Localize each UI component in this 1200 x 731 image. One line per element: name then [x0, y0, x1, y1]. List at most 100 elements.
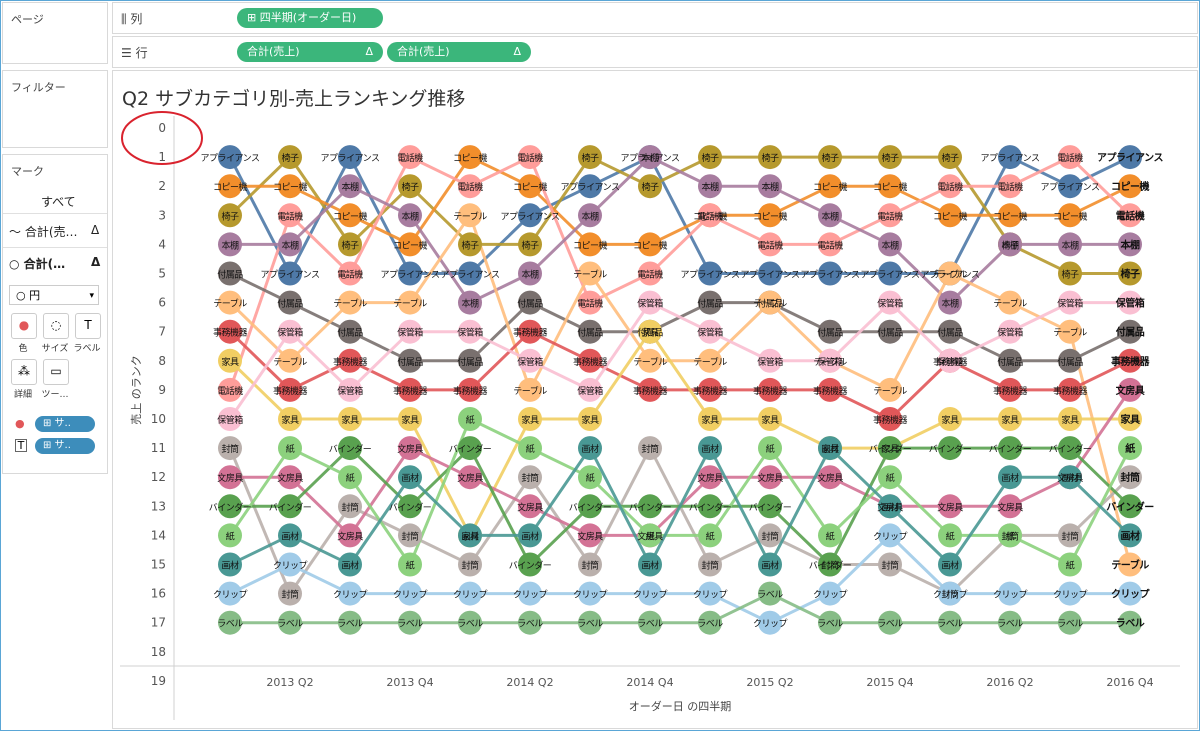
data-point[interactable] — [1118, 494, 1142, 519]
data-point[interactable] — [518, 523, 542, 548]
data-point[interactable] — [578, 348, 602, 373]
data-point[interactable] — [758, 494, 782, 519]
data-point[interactable] — [998, 465, 1022, 490]
data-point[interactable] — [398, 174, 422, 199]
data-point[interactable] — [1058, 319, 1082, 344]
data-point[interactable] — [938, 523, 962, 548]
data-point[interactable] — [638, 174, 662, 199]
data-point[interactable] — [398, 203, 422, 228]
data-point[interactable] — [938, 145, 962, 170]
data-point[interactable] — [998, 174, 1022, 199]
data-point[interactable] — [338, 174, 362, 199]
data-point[interactable] — [338, 494, 362, 519]
data-point[interactable] — [938, 610, 962, 635]
data-point[interactable] — [218, 581, 242, 606]
data-point[interactable] — [878, 203, 902, 228]
data-point[interactable] — [1118, 552, 1142, 577]
data-point[interactable] — [578, 581, 602, 606]
data-point[interactable] — [398, 290, 422, 315]
data-point[interactable] — [458, 465, 482, 490]
data-point[interactable] — [1058, 348, 1082, 373]
data-point[interactable] — [938, 348, 962, 373]
data-point[interactable] — [818, 581, 842, 606]
data-point[interactable] — [758, 407, 782, 431]
data-point[interactable] — [758, 523, 782, 548]
data-point[interactable] — [398, 581, 422, 606]
data-point[interactable] — [758, 290, 782, 315]
data-point[interactable] — [758, 552, 782, 577]
data-point[interactable] — [1058, 145, 1082, 170]
data-point[interactable] — [458, 377, 482, 402]
data-point[interactable] — [1058, 465, 1082, 490]
data-point[interactable] — [818, 145, 842, 170]
data-point[interactable] — [698, 523, 722, 548]
data-point[interactable] — [758, 203, 782, 228]
data-point[interactable] — [338, 232, 362, 257]
data-point[interactable] — [218, 552, 242, 577]
data-point[interactable] — [458, 290, 482, 315]
sales-sum-pill-2[interactable]: 合計(売上) Δ — [387, 42, 531, 62]
data-point[interactable] — [1118, 261, 1142, 286]
data-point[interactable] — [518, 261, 542, 286]
data-point[interactable] — [218, 145, 242, 170]
data-point[interactable] — [1118, 377, 1142, 402]
data-point[interactable] — [818, 465, 842, 490]
data-point[interactable] — [338, 407, 362, 431]
data-point[interactable] — [218, 319, 242, 344]
data-point[interactable] — [398, 348, 422, 373]
data-point[interactable] — [878, 145, 902, 170]
data-point[interactable] — [338, 377, 362, 402]
data-point[interactable] — [458, 552, 482, 577]
data-point[interactable] — [458, 407, 482, 431]
data-point[interactable] — [578, 436, 602, 461]
data-point[interactable] — [818, 377, 842, 402]
data-point[interactable] — [638, 377, 662, 402]
data-point[interactable] — [338, 348, 362, 373]
data-point[interactable] — [1118, 523, 1142, 548]
data-point[interactable] — [758, 261, 782, 286]
data-point[interactable] — [398, 261, 422, 286]
data-point[interactable] — [218, 203, 242, 228]
data-point[interactable] — [878, 436, 902, 461]
data-point[interactable] — [278, 145, 302, 170]
data-point[interactable] — [398, 552, 422, 577]
data-point[interactable] — [578, 610, 602, 635]
data-point[interactable] — [938, 552, 962, 577]
data-point[interactable] — [998, 377, 1022, 402]
data-point[interactable] — [578, 552, 602, 577]
color-field-pill[interactable]: ⊞ サ.. — [35, 416, 95, 432]
data-point[interactable] — [638, 436, 662, 461]
data-point[interactable] — [338, 290, 362, 315]
marks-layer-1[interactable]: 〜 合計(売… Δ — [9, 223, 99, 240]
data-point[interactable] — [938, 581, 962, 606]
data-point[interactable] — [338, 610, 362, 635]
data-point[interactable] — [218, 377, 242, 402]
data-point[interactable] — [1118, 348, 1142, 373]
color-button[interactable]: ● — [11, 313, 37, 339]
data-point[interactable] — [578, 261, 602, 286]
data-point[interactable] — [1058, 232, 1082, 257]
data-point[interactable] — [278, 232, 302, 257]
data-point[interactable] — [878, 261, 902, 286]
data-point[interactable] — [338, 465, 362, 490]
data-point[interactable] — [338, 552, 362, 577]
data-point[interactable] — [698, 290, 722, 315]
data-point[interactable] — [518, 319, 542, 344]
data-point[interactable] — [638, 610, 662, 635]
data-point[interactable] — [638, 145, 662, 170]
data-point[interactable] — [998, 232, 1022, 257]
data-point[interactable] — [998, 348, 1022, 373]
data-point[interactable] — [398, 465, 422, 490]
data-point[interactable] — [938, 407, 962, 431]
data-point[interactable] — [698, 261, 722, 286]
data-point[interactable] — [758, 377, 782, 402]
data-point[interactable] — [758, 610, 782, 635]
data-point[interactable] — [218, 407, 242, 431]
data-point[interactable] — [1118, 290, 1142, 315]
data-point[interactable] — [518, 145, 542, 170]
data-point[interactable] — [1058, 377, 1082, 402]
data-point[interactable] — [338, 145, 362, 170]
data-point[interactable] — [998, 523, 1022, 548]
data-point[interactable] — [278, 174, 302, 199]
data-point[interactable] — [218, 348, 242, 373]
